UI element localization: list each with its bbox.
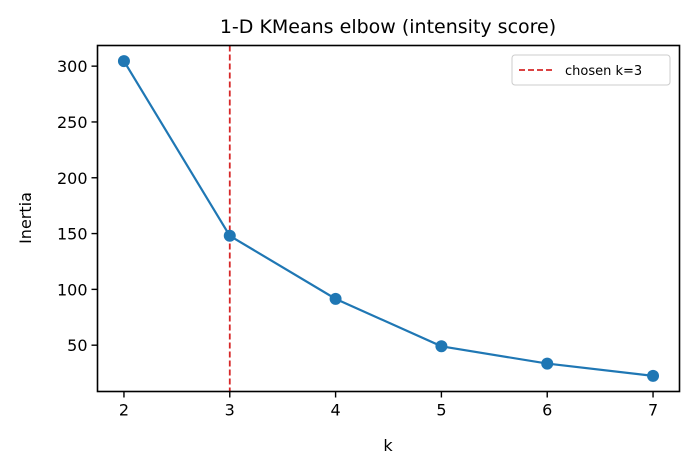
data-point [647, 369, 660, 382]
inertia-line [123, 60, 654, 377]
y-tick-label: 150 [57, 225, 88, 244]
data-point [117, 55, 130, 68]
data-point [541, 357, 554, 370]
legend: chosen k=3 [511, 54, 671, 86]
x-axis-label: k [383, 436, 393, 455]
x-tick-label: 3 [225, 401, 235, 420]
y-axis-ticks: 50 100 150 200 250 300 [57, 57, 98, 355]
chart-title: 1-D KMeans elbow (intensity score) [220, 16, 556, 38]
y-tick-label: 100 [57, 280, 88, 299]
x-tick-label: 7 [648, 401, 658, 420]
y-axis-label: Inertia [16, 192, 35, 244]
data-point [435, 340, 448, 353]
axes-frame [96, 44, 681, 393]
y-tick-label: 250 [57, 113, 88, 132]
y-tick-label: 50 [67, 336, 87, 355]
x-axis-ticks: 2 3 4 5 6 7 [119, 391, 658, 420]
legend-box [511, 54, 671, 86]
legend-label: chosen k=3 [565, 64, 642, 79]
data-point [223, 229, 236, 242]
x-tick-label: 5 [436, 401, 446, 420]
plot-area [117, 45, 660, 392]
x-tick-label: 2 [119, 401, 129, 420]
x-tick-label: 4 [330, 401, 340, 420]
y-tick-label: 200 [57, 169, 88, 188]
y-tick-label: 300 [57, 57, 88, 76]
data-point [329, 292, 342, 305]
x-tick-label: 6 [542, 401, 552, 420]
